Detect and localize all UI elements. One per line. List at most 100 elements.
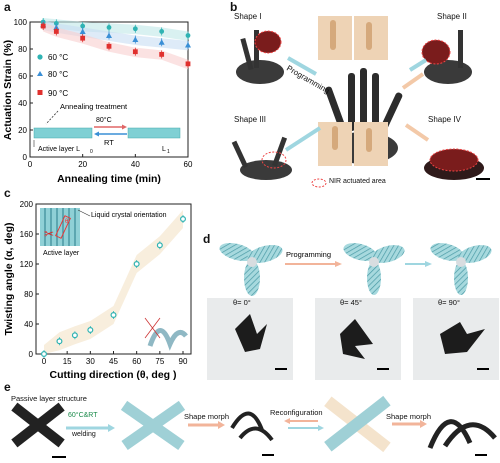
chart-a-point [185, 33, 191, 38]
chart-a-point [106, 32, 112, 38]
active-layer-l0-label: Active layer L [38, 146, 80, 153]
shape-4-hand [424, 148, 484, 180]
chart-a-point [106, 25, 112, 30]
chart-a-point [40, 23, 46, 29]
theta-0-label: θ= 0° [233, 298, 251, 307]
panel-label-c: c [4, 186, 11, 200]
shape-morph-label-1: Shape morph [184, 412, 230, 421]
chart-c-ytick-label: 80 [24, 290, 33, 299]
active-layer-l0-sub: 0 [90, 149, 93, 155]
chart-a-ytick-label: 40 [18, 99, 27, 108]
theta-45-label: θ= 45° [340, 298, 362, 307]
active-layer-c-label: Active layer [43, 250, 80, 257]
chart-c-ytick-label: 0 [29, 350, 34, 359]
reconfiguration-label: Reconfiguration [270, 408, 323, 417]
chart-a-point [159, 52, 165, 57]
shape-3-label: Shape III [234, 115, 267, 124]
legend-label-60c: 60 °C [48, 53, 68, 62]
panel-label-a: a [4, 0, 11, 14]
chart-c-point [133, 260, 140, 267]
scale-bar-b [476, 178, 490, 180]
annealing-schematic: Annealing treatment 80°C RT Active layer… [33, 102, 181, 155]
shape-4-label: Shape IV [428, 115, 461, 124]
chart-a-point [132, 49, 138, 55]
chart-a-ytick-label: 60 [18, 72, 27, 81]
chart-c-xtick-label: 15 [63, 357, 72, 366]
chart-a-ytick-label: 20 [18, 126, 27, 135]
chart-c-point [56, 338, 63, 345]
shape-2-label: Shape II [437, 12, 467, 21]
chart-a-point [158, 39, 165, 45]
panel-d-propeller: Programming [207, 242, 499, 380]
shape-3-hand [231, 136, 292, 180]
shape-1-hand [236, 30, 284, 84]
propeller-programmed-90 [430, 243, 492, 295]
propeller-programmed-45 [343, 243, 405, 295]
chart-a-ylabel: Actuation Strain (%) [2, 40, 14, 140]
panel-label-b: b [230, 0, 238, 14]
legend-marker-60c [37, 54, 43, 60]
lc-orientation-label: Liquid crystal orientation [91, 212, 167, 219]
chart-a-ytick-label: 80 [18, 45, 27, 54]
programming-arrows [284, 56, 430, 152]
shape-morph-label-2: Shape morph [386, 412, 432, 421]
chart-c-xtick-label: 60 [132, 357, 141, 366]
chart-c-xtick-label: 30 [86, 357, 95, 366]
chart-c-xlabel: Cutting direction (θ, deg ) [50, 369, 177, 381]
chart-a-frame [29, 21, 189, 158]
shape-1-label: Shape I [234, 12, 262, 21]
chart-c-ylabel: Twisting angle (α, deg) [3, 222, 15, 335]
chart-c-point [110, 311, 117, 318]
chart-a-xtick-label: 20 [78, 160, 87, 169]
legend-marker-90c [37, 90, 43, 95]
chart-c-point [156, 242, 163, 249]
nir-area-legend-label: NIR actuated area [329, 178, 386, 185]
chart-a-point [79, 28, 86, 34]
scissors-icon: ✂ [44, 227, 54, 241]
panel-b-hands: Shape I Shape II Shape III Shape IV Prog… [228, 0, 500, 190]
chart-a-xtick-label: 60 [184, 160, 193, 169]
panel-label-e: e [4, 380, 11, 394]
chart-c-trend-band [44, 210, 183, 354]
passive-layer-label: Passive layer structure [11, 394, 87, 403]
chart-a-band-1 [43, 20, 188, 51]
chart-a-point [185, 41, 191, 48]
chart-c-xtick-label: 0 [42, 357, 47, 366]
chart-c-point [40, 351, 47, 358]
chart-c-xtick-label: 75 [155, 357, 164, 366]
passive-x-black [11, 402, 65, 448]
active-layer-bar-l0 [33, 127, 93, 139]
chart-a-ytick-label: 100 [14, 18, 28, 27]
l1-label: L [162, 146, 166, 153]
theta-90-label: θ= 90° [438, 298, 460, 307]
chart-a-band-2 [43, 22, 188, 70]
theta-inset-label: θ [65, 219, 69, 225]
heat-arrow-head [122, 124, 127, 130]
chart-c-point [71, 332, 78, 339]
welding-label: welding [72, 431, 96, 438]
chart-c-xtick-label: 90 [179, 357, 188, 366]
legend-marker-80c [37, 71, 43, 76]
cutting-inset: θ ✂ Active layer Liquid crystal orientat… [40, 208, 188, 351]
welded-x-teal [120, 400, 186, 450]
chart-a-point [80, 35, 86, 41]
temp-label: 80°C [96, 116, 112, 124]
cut-strip-outline [55, 215, 71, 239]
chart-c-ytick-label: 160 [20, 230, 34, 239]
chart-c-ytick-label: 40 [24, 320, 33, 329]
chart-a-point [132, 36, 139, 43]
panel-e-reconfiguration [11, 395, 497, 458]
chart-a-point [185, 61, 191, 67]
chart-c-xtick-label: 45 [109, 357, 118, 366]
chart-a-point [80, 23, 86, 29]
legend-label-90c: 90 °C [48, 89, 68, 98]
chart-c-point [180, 216, 187, 223]
legend-label-80c: 80 °C [48, 70, 68, 79]
panel-label-d: d [203, 232, 211, 246]
morphed-shape-1 [230, 411, 274, 442]
programming-label-d: Programming [286, 250, 331, 259]
chart-c-point [87, 327, 94, 334]
propeller-flat [219, 242, 283, 296]
chart-a-xtick-label: 40 [131, 160, 140, 169]
rt-label: RT [104, 138, 114, 147]
